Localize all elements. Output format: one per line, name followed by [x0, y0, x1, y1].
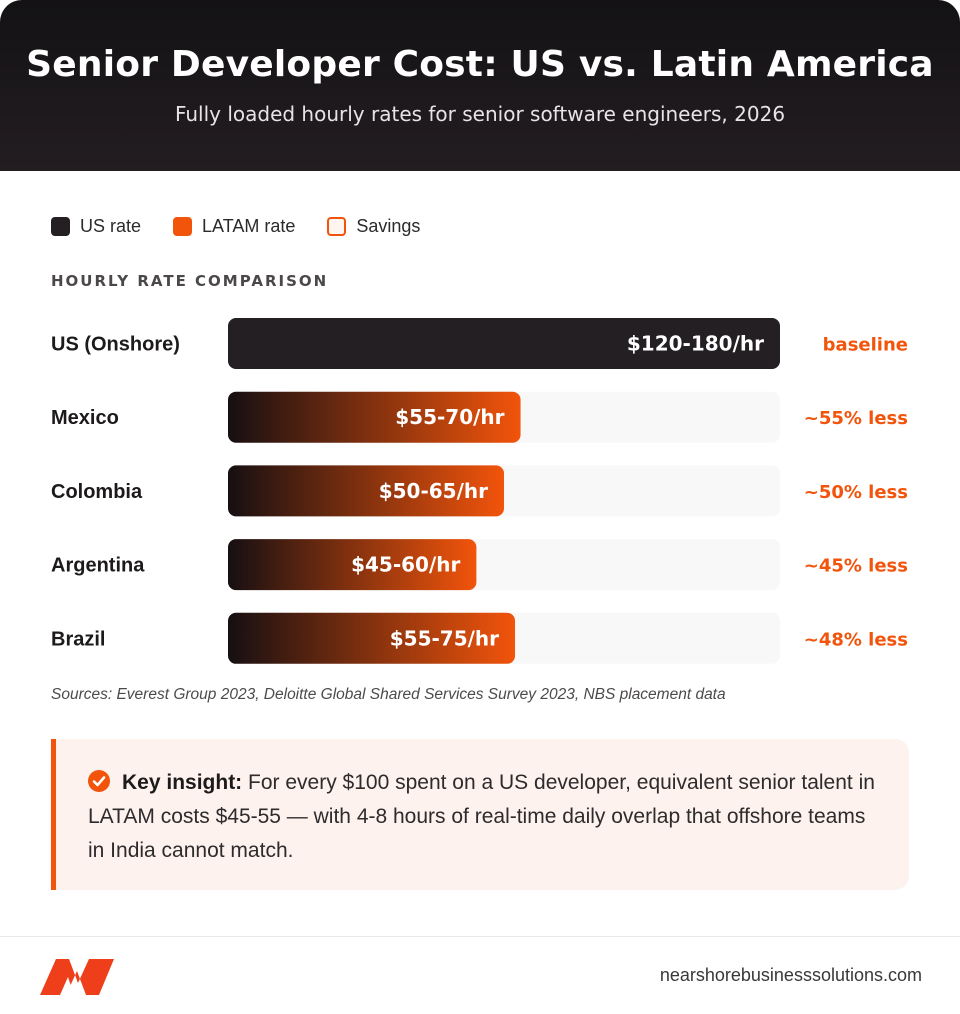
- savings-label: ~45% less: [804, 556, 908, 577]
- legend-label-us: US rate: [80, 216, 142, 236]
- savings-label: ~55% less: [804, 408, 908, 429]
- insight-text: Key insight: For every $100 spent on a U…: [88, 766, 878, 868]
- nbs-logo-icon: [40, 959, 114, 995]
- legend-item-latam: LATAM rate: [173, 216, 295, 237]
- category-label: Argentina: [51, 555, 145, 577]
- legend-label-savings: Savings: [356, 216, 421, 236]
- savings-swatch: [327, 217, 347, 236]
- insight-heading: Key insight:: [122, 771, 243, 794]
- section-label: HOURLY RATE COMPARISON: [51, 272, 329, 290]
- bar-value-label: $120-180/hr: [627, 332, 764, 356]
- latam-rate-bar: [228, 612, 516, 664]
- bar-chart: US (Onshore) $120-180/hr baseline Mexico $55…: [51, 318, 908, 664]
- bar-value-label: $45-60/hr: [351, 553, 460, 577]
- website-url: nearshorebusinesssolutions.com: [659, 965, 922, 985]
- category-label: Colombia: [51, 481, 143, 503]
- latam-rate-bar: [228, 391, 521, 443]
- legend-label-latam: LATAM rate: [202, 216, 296, 236]
- savings-label: ~48% less: [804, 629, 908, 650]
- insight-callout: Key insight: For every $100 spent on a U…: [51, 739, 909, 890]
- latam-rate-bar: [228, 465, 504, 517]
- category-label: Mexico: [51, 407, 119, 429]
- bar-value-label: $55-75/hr: [390, 626, 499, 650]
- savings-label: baseline: [823, 335, 908, 356]
- page-subtitle: Fully loaded hourly rates for senior sof…: [174, 102, 786, 126]
- category-label: Brazil: [51, 628, 105, 650]
- header: Senior Developer Cost: US vs. Latin Amer…: [0, 0, 960, 171]
- bar-value-label: $55-70/hr: [395, 405, 504, 429]
- legend-item-savings: Savings: [327, 216, 420, 237]
- bar-value-label: $50-65/hr: [379, 479, 488, 503]
- savings-label: ~50% less: [804, 482, 908, 503]
- insight-body: For every $100 spent on a US developer, …: [88, 771, 875, 862]
- us-rate-bar: [228, 318, 780, 369]
- page-title: Senior Developer Cost: US vs. Latin Amer…: [26, 44, 934, 85]
- footer: nearshorebusinesssolutions.com: [0, 936, 960, 1014]
- category-label: US (Onshore): [51, 334, 180, 356]
- sources-note: Sources: Everest Group 2023, Deloitte Gl…: [51, 686, 726, 703]
- legend-item-us: US rate: [51, 216, 141, 237]
- us-rate-swatch: [51, 217, 70, 236]
- legend: US rate LATAM rate Savings: [51, 216, 452, 237]
- latam-rate-bar: [228, 539, 477, 591]
- latam-rate-swatch: [173, 217, 193, 236]
- check-circle-icon: [88, 770, 110, 792]
